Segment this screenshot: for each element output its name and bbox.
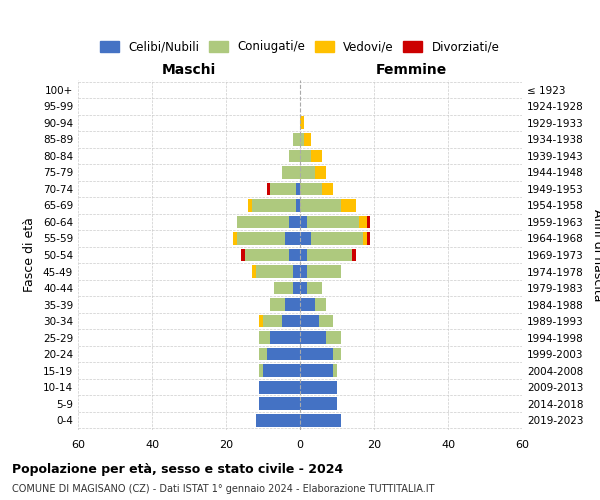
Bar — [300, 182, 322, 196]
Bar — [233, 232, 237, 245]
Bar — [300, 216, 307, 228]
Bar — [293, 265, 300, 278]
Bar — [256, 265, 293, 278]
Bar — [300, 133, 304, 146]
Bar — [359, 216, 367, 228]
Bar — [237, 232, 285, 245]
Bar — [259, 380, 300, 394]
Bar — [285, 298, 300, 311]
Bar — [334, 364, 337, 377]
Bar — [300, 265, 307, 278]
Bar — [289, 248, 300, 262]
Bar — [367, 232, 370, 245]
Bar — [300, 314, 319, 328]
Legend: Celibi/Nubili, Coniugati/e, Vedovi/e, Divorziati/e: Celibi/Nubili, Coniugati/e, Vedovi/e, Di… — [100, 40, 500, 54]
Bar — [300, 364, 334, 377]
Bar — [293, 133, 300, 146]
Bar — [271, 182, 296, 196]
Bar — [341, 199, 355, 212]
Bar — [293, 282, 300, 294]
Bar — [281, 314, 300, 328]
Bar — [307, 248, 352, 262]
Bar — [274, 282, 293, 294]
Bar — [311, 150, 322, 162]
Bar — [289, 150, 300, 162]
Bar — [363, 232, 367, 245]
Text: Femmine: Femmine — [376, 62, 446, 76]
Bar — [300, 298, 315, 311]
Bar — [259, 348, 266, 360]
Bar — [307, 216, 359, 228]
Bar — [300, 150, 311, 162]
Bar — [352, 248, 355, 262]
Bar — [289, 216, 300, 228]
Bar — [300, 282, 307, 294]
Bar — [315, 166, 326, 179]
Bar — [319, 314, 334, 328]
Bar — [307, 282, 322, 294]
Bar — [285, 232, 300, 245]
Y-axis label: Anni di nascita: Anni di nascita — [590, 209, 600, 301]
Bar — [367, 216, 370, 228]
Bar — [252, 199, 296, 212]
Bar — [256, 414, 300, 426]
Bar — [241, 248, 245, 262]
Bar — [259, 314, 263, 328]
Y-axis label: Fasce di età: Fasce di età — [23, 218, 36, 292]
Bar — [300, 414, 341, 426]
Bar — [271, 331, 300, 344]
Bar — [311, 232, 363, 245]
Bar — [266, 348, 300, 360]
Bar — [296, 199, 300, 212]
Bar — [307, 265, 341, 278]
Bar — [334, 348, 341, 360]
Bar — [263, 314, 281, 328]
Bar — [322, 182, 334, 196]
Bar — [300, 348, 334, 360]
Bar — [271, 298, 285, 311]
Bar — [300, 331, 326, 344]
Bar — [281, 166, 300, 179]
Bar — [326, 331, 341, 344]
Bar — [263, 364, 300, 377]
Bar — [300, 248, 307, 262]
Bar — [300, 116, 304, 130]
Bar — [315, 298, 326, 311]
Bar — [300, 199, 341, 212]
Bar — [248, 199, 252, 212]
Bar — [259, 331, 271, 344]
Bar — [304, 133, 311, 146]
Bar — [300, 397, 337, 410]
Bar — [259, 364, 263, 377]
Text: COMUNE DI MAGISANO (CZ) - Dati ISTAT 1° gennaio 2024 - Elaborazione TUTTITALIA.I: COMUNE DI MAGISANO (CZ) - Dati ISTAT 1° … — [12, 484, 434, 494]
Bar — [300, 166, 315, 179]
Text: Popolazione per età, sesso e stato civile - 2024: Popolazione per età, sesso e stato civil… — [12, 462, 343, 475]
Bar — [300, 232, 311, 245]
Bar — [245, 248, 289, 262]
Bar — [259, 397, 300, 410]
Bar — [237, 216, 289, 228]
Bar — [296, 182, 300, 196]
Text: Maschi: Maschi — [162, 62, 216, 76]
Bar — [266, 182, 271, 196]
Bar — [300, 380, 337, 394]
Bar — [252, 265, 256, 278]
